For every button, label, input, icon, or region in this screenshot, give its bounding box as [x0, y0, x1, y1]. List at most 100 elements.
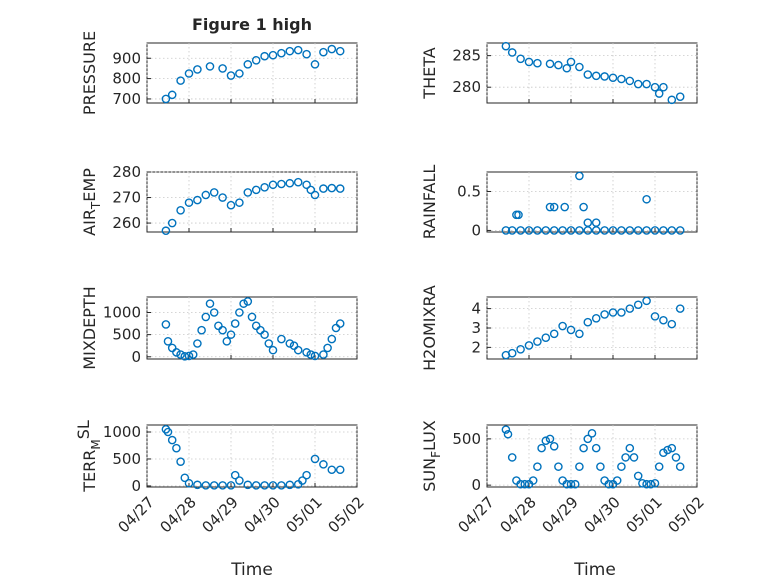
data-point	[176, 457, 185, 466]
data-point	[625, 226, 635, 235]
data-point	[184, 478, 194, 488]
data-point	[193, 65, 202, 74]
data-point	[514, 210, 523, 220]
y-tick-label: 260	[112, 214, 141, 232]
data-point	[302, 49, 311, 59]
data-point	[197, 325, 206, 335]
data-point	[319, 184, 328, 193]
axes-frame	[146, 171, 358, 233]
data-point	[193, 195, 202, 205]
y-axis-label: THETA	[420, 47, 439, 99]
data-point	[625, 76, 635, 86]
data-point	[528, 476, 538, 485]
data-point	[575, 171, 584, 181]
data-point	[230, 470, 240, 480]
data-point	[633, 471, 643, 481]
data-point	[501, 226, 511, 235]
data-point	[570, 479, 580, 489]
data-point	[675, 304, 685, 313]
data-point	[549, 202, 559, 212]
data-point	[591, 218, 601, 227]
y-axis-label-main: MIXDEPTH	[80, 286, 99, 369]
data-point	[209, 188, 219, 197]
data-point	[293, 345, 303, 355]
data-point	[235, 69, 244, 78]
data-point	[617, 226, 626, 235]
data-point	[545, 202, 555, 212]
y-axis-label-subscript: M	[89, 439, 103, 449]
x-axis-label-left: Time	[230, 560, 273, 580]
y-axis-label-subscript: T	[89, 201, 103, 210]
data-point	[235, 308, 244, 317]
data-point	[533, 226, 542, 235]
data-point	[650, 312, 660, 321]
data-point	[507, 226, 517, 235]
y-tick-label: 0	[471, 221, 481, 239]
data-point	[167, 218, 177, 228]
y-tick-label: 280	[452, 78, 481, 96]
data-point	[633, 300, 643, 310]
y-axis-label: RAINFALL	[420, 165, 439, 240]
data-point	[302, 180, 311, 190]
data-point	[541, 333, 551, 342]
data-point	[675, 92, 685, 101]
data-point	[310, 351, 320, 361]
data-point	[650, 82, 660, 92]
x-tick-label: 04/28	[497, 493, 540, 536]
data-point	[323, 343, 332, 353]
data-point	[507, 348, 517, 358]
data-point	[617, 74, 626, 84]
data-point	[638, 478, 647, 488]
data-point	[583, 218, 593, 227]
data-point	[659, 315, 668, 325]
data-point	[161, 320, 171, 329]
data-point	[659, 226, 668, 235]
subplot-3: 260 270 280 AIRTEMP	[80, 163, 358, 236]
x-tick-label: 04/28	[157, 493, 200, 536]
y-tick-label: 900	[112, 49, 141, 67]
data-point	[302, 470, 311, 480]
y-tick-label: 2	[471, 338, 481, 356]
axes-frame	[146, 424, 358, 488]
y-axis-label-main: TERR	[80, 450, 99, 493]
data-point	[251, 185, 261, 195]
data-point	[612, 476, 622, 485]
data-point	[600, 226, 609, 235]
data-point	[239, 299, 248, 308]
data-point	[176, 205, 185, 215]
data-point	[268, 180, 278, 190]
data-point	[583, 70, 593, 79]
y-axis-label: H2OMIXRA	[420, 285, 439, 371]
data-point	[654, 462, 664, 471]
y-axis-label: PRESSURE	[80, 31, 99, 115]
data-point	[226, 330, 236, 339]
data-point	[501, 41, 511, 51]
x-tick-label: 04/30	[581, 493, 624, 536]
data-point	[516, 345, 525, 354]
data-point	[277, 481, 286, 490]
data-point	[277, 179, 286, 189]
data-point	[176, 76, 185, 85]
data-point	[222, 336, 232, 346]
data-point	[608, 308, 618, 317]
y-tick-label: 285	[452, 47, 481, 65]
data-point	[566, 226, 576, 235]
data-point	[545, 59, 555, 69]
data-point	[625, 443, 635, 453]
data-point	[319, 47, 328, 57]
y-tick-label: 1000	[103, 423, 141, 441]
data-point	[524, 226, 534, 235]
y-axis-label-main: SUN	[420, 458, 439, 492]
y-axis-label: TERRMSL	[74, 420, 103, 493]
data-point	[549, 329, 559, 339]
data-point	[575, 329, 584, 339]
data-point	[268, 345, 278, 355]
subplot-6: 234 H2OMIXRA	[420, 285, 698, 371]
y-axis-label: AIRTEMP	[80, 168, 103, 236]
data-point	[243, 60, 253, 69]
data-point	[260, 51, 269, 61]
data-point	[533, 337, 542, 346]
data-point	[226, 71, 236, 80]
data-point	[319, 350, 328, 359]
data-point	[591, 443, 601, 453]
